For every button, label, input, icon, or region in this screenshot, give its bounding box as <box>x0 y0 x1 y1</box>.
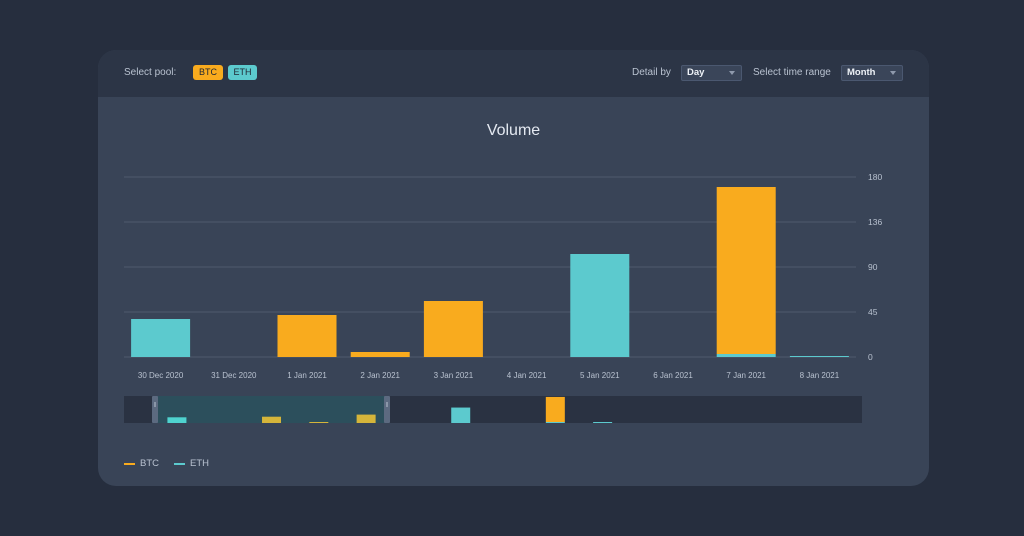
x-tick-label: 1 Jan 2021 <box>287 371 327 380</box>
y-tick-label: 0 <box>868 352 873 362</box>
navigator-bar-eth <box>167 417 187 423</box>
legend-label-eth: ETH <box>190 458 209 469</box>
x-tick-label: 5 Jan 2021 <box>580 371 620 380</box>
bar-eth <box>570 254 630 357</box>
detail-by-label: Detail by <box>632 67 671 78</box>
legend-item-btc[interactable]: BTC <box>124 458 174 472</box>
time-range-label: Select time range <box>753 67 831 78</box>
x-tick-label: 30 Dec 2020 <box>138 371 184 380</box>
y-tick-label: 90 <box>868 262 878 272</box>
bar-btc <box>350 352 410 357</box>
bar-eth <box>789 356 849 357</box>
x-tick-label: 4 Jan 2021 <box>507 371 547 380</box>
y-tick-label: 45 <box>868 307 878 317</box>
volume-chart: 180 136 90 45 0 30 Dec 2020 31 Dec 2020 1 Jan 2… <box>124 172 882 423</box>
y-tick-label: 180 <box>868 172 882 182</box>
x-tick-label: 31 Dec 2020 <box>211 371 257 380</box>
x-tick-label: 8 Jan 2021 <box>800 371 840 380</box>
time-range-select[interactable]: Month <box>841 65 903 81</box>
select-pool-label: Select pool: <box>124 67 177 78</box>
bar-btc <box>277 315 337 357</box>
x-tick-label: 6 Jan 2021 <box>653 371 693 380</box>
bar-btc <box>423 301 483 357</box>
navigator-bar-eth <box>451 407 471 423</box>
navigator-bar-eth <box>545 422 565 423</box>
legend-swatch-btc <box>124 463 135 465</box>
detail-by-select[interactable]: Day <box>681 65 742 81</box>
bar-eth <box>716 354 776 357</box>
chevron-down-icon <box>890 71 896 75</box>
y-tick-label: 136 <box>868 217 882 227</box>
navigator-bar-eth <box>593 422 613 423</box>
chart-card: Select pool: BTC ETH Detail by Day Selec… <box>98 50 929 486</box>
x-tick-label: 2 Jan 2021 <box>360 371 400 380</box>
navigator-bar-btc <box>309 422 329 423</box>
navigator-handle <box>384 396 390 423</box>
bar-btc <box>716 187 776 354</box>
pool-button-btc[interactable]: BTC <box>193 65 223 80</box>
navigator-bar-btc <box>356 414 376 423</box>
legend-swatch-eth <box>174 463 185 465</box>
pool-button-eth[interactable]: ETH <box>228 65 257 80</box>
chart-title: Volume <box>486 122 541 139</box>
time-range-value: Month <box>847 67 876 78</box>
filter-toolbar: Select pool: BTC ETH Detail by Day Selec… <box>98 50 929 97</box>
navigator-bar-btc <box>262 416 282 423</box>
x-tick-label: 7 Jan 2021 <box>726 371 766 380</box>
legend-label-btc: BTC <box>140 458 159 469</box>
chevron-down-icon <box>729 71 735 75</box>
navigator-bar-btc <box>545 396 565 422</box>
navigator-handle <box>152 396 158 423</box>
bar-eth <box>131 319 191 357</box>
legend-item-eth[interactable]: ETH <box>174 458 224 472</box>
detail-by-value: Day <box>687 67 705 78</box>
x-tick-label: 3 Jan 2021 <box>434 371 474 380</box>
